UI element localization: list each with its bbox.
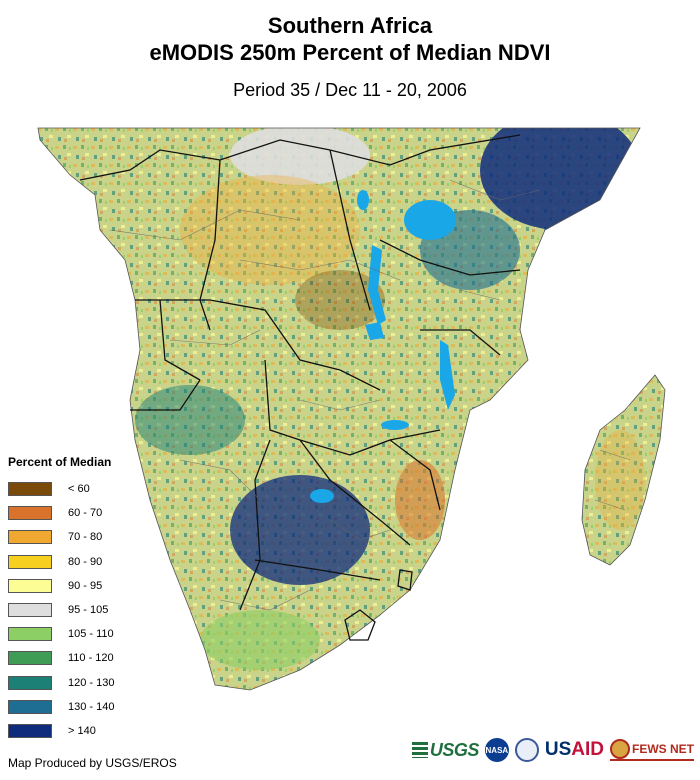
legend-swatch: [8, 723, 52, 738]
legend-swatch: [8, 603, 52, 618]
okavango-delta: [310, 489, 334, 503]
usaid-logo: US AID: [545, 739, 604, 761]
legend-swatch: [8, 699, 52, 714]
usgs-logo-text: USGS: [429, 739, 480, 760]
legend-swatch: [8, 530, 52, 545]
legend-label: 105 - 110: [68, 628, 114, 641]
title-region: Southern Africa: [267, 13, 433, 38]
madagascar: [581, 374, 666, 566]
legend-swatch: [8, 482, 52, 497]
usaid-logo-aid: AID: [571, 739, 604, 760]
legend-swatch: [8, 651, 52, 666]
legend-label: 110 - 120: [68, 652, 114, 665]
legend-item: 60 - 70: [8, 501, 128, 525]
fews-net-text: FEWS NET: [632, 742, 694, 756]
legend-item: 105 - 110: [8, 622, 128, 646]
nasa-logo: NASA: [484, 738, 509, 762]
legend-item: 70 - 80: [8, 525, 128, 549]
admin-borders: [109, 179, 631, 611]
legend-items: < 60 60 - 70 70 - 80 80 - 90 90 - 95 95 - 105…: [8, 477, 128, 743]
legend-item: 120 - 130: [8, 671, 128, 695]
coastline: [37, 127, 641, 691]
legend-swatch: [8, 506, 52, 521]
lake-tanganyika: [368, 245, 386, 325]
usaid-logo-us: US: [544, 739, 572, 760]
legend-title: Percent of Median: [8, 455, 112, 469]
lakes: [310, 190, 456, 503]
legend-label: < 60: [68, 483, 90, 496]
usgs-logo: USGS: [411, 739, 480, 761]
lake-victoria: [404, 200, 456, 240]
lake-mweru: [365, 322, 384, 340]
legend-item: 130 - 140: [8, 695, 128, 719]
seal-icon: [514, 738, 539, 762]
legend-label: 80 - 90: [68, 555, 103, 568]
title-product: eMODIS 250m Percent of Median NDVI: [149, 40, 551, 65]
legend-label: 90 - 95: [68, 579, 103, 592]
madagascar-shade: [595, 430, 645, 530]
legend-item: 95 - 105: [8, 598, 128, 622]
lake-kariba: [381, 420, 409, 430]
nasa-logo-text: NASA: [485, 745, 509, 755]
lake-albert: [357, 190, 369, 210]
country-borders: [79, 134, 521, 641]
legend-label: 70 - 80: [68, 531, 103, 544]
legend-label: 120 - 130: [68, 676, 115, 689]
legend-item: < 60: [8, 477, 128, 501]
legend-label: 60 - 70: [68, 507, 103, 520]
legend: Percent of Median < 60 60 - 70 70 - 80 80 -…: [8, 455, 128, 743]
legend-swatch: [8, 675, 52, 690]
legend-swatch: [8, 554, 52, 569]
legend-label: 95 - 105: [68, 604, 109, 617]
legend-item: 90 - 95: [8, 574, 128, 598]
logo-strip: USGS NASA US AID FEWS NET: [411, 738, 694, 762]
map-credit: Map Produced by USGS/EROS: [8, 756, 177, 770]
title-block: Southern Africa eMODIS 250m Percent of M…: [0, 12, 700, 101]
legend-swatch: [8, 627, 52, 642]
title-period: Period 35 / Dec 11 - 20, 2006: [233, 80, 467, 100]
legend-item: 110 - 120: [8, 646, 128, 670]
fews-globe-icon: [610, 739, 630, 759]
fews-net-logo: FEWS NET: [610, 739, 694, 761]
legend-label: 130 - 140: [68, 700, 115, 713]
legend-item: > 140: [8, 719, 128, 743]
legend-item: 80 - 90: [8, 550, 128, 574]
usgs-stripes-icon: [411, 742, 428, 758]
legend-label: > 140: [68, 724, 96, 737]
legend-swatch: [8, 578, 52, 593]
lake-malawi: [440, 340, 455, 410]
